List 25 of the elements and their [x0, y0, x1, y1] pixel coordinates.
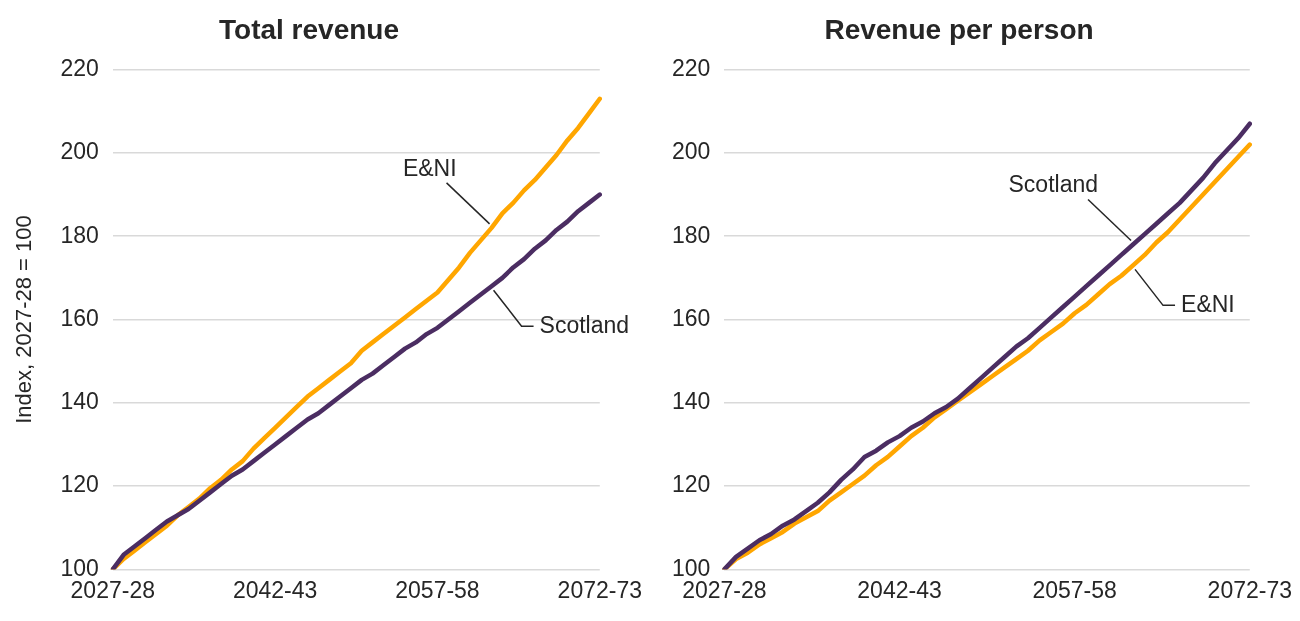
x-tick-label: 2072-73: [557, 576, 643, 603]
y-tick-label: 220: [60, 54, 99, 81]
y-tick-label: 120: [672, 471, 711, 498]
text: Scotland: [539, 311, 630, 338]
x-tick-label: 2072-73: [1207, 576, 1293, 603]
y-tick-label: 180: [60, 221, 99, 248]
x-tick-label: 2057-58: [395, 576, 480, 603]
x-tick-label: 2042-43: [232, 576, 318, 603]
y-tick-label: 140: [672, 388, 711, 415]
chart-title: Total revenue: [219, 13, 399, 45]
x-tick-label: 2042-43: [857, 576, 942, 603]
y-tick-label: 160: [60, 304, 99, 331]
text: Scotland: [1008, 171, 1099, 198]
y-tick-label: 120: [60, 471, 99, 498]
y-tick-label: 180: [672, 221, 711, 248]
y-axis-title: Index, 2027-28 = 100: [11, 215, 37, 424]
chart-title: Revenue per person: [824, 13, 1094, 45]
y-tick-label: 200: [672, 138, 711, 165]
y-tick-label: 200: [60, 138, 99, 165]
text: E&NI: [402, 154, 457, 181]
x-tick-label: 2057-58: [1032, 576, 1117, 603]
y-tick-label: 220: [672, 54, 711, 81]
y-tick-label: 140: [60, 388, 99, 415]
text: E&NI: [1181, 290, 1235, 317]
y-tick-label: 160: [672, 304, 711, 331]
